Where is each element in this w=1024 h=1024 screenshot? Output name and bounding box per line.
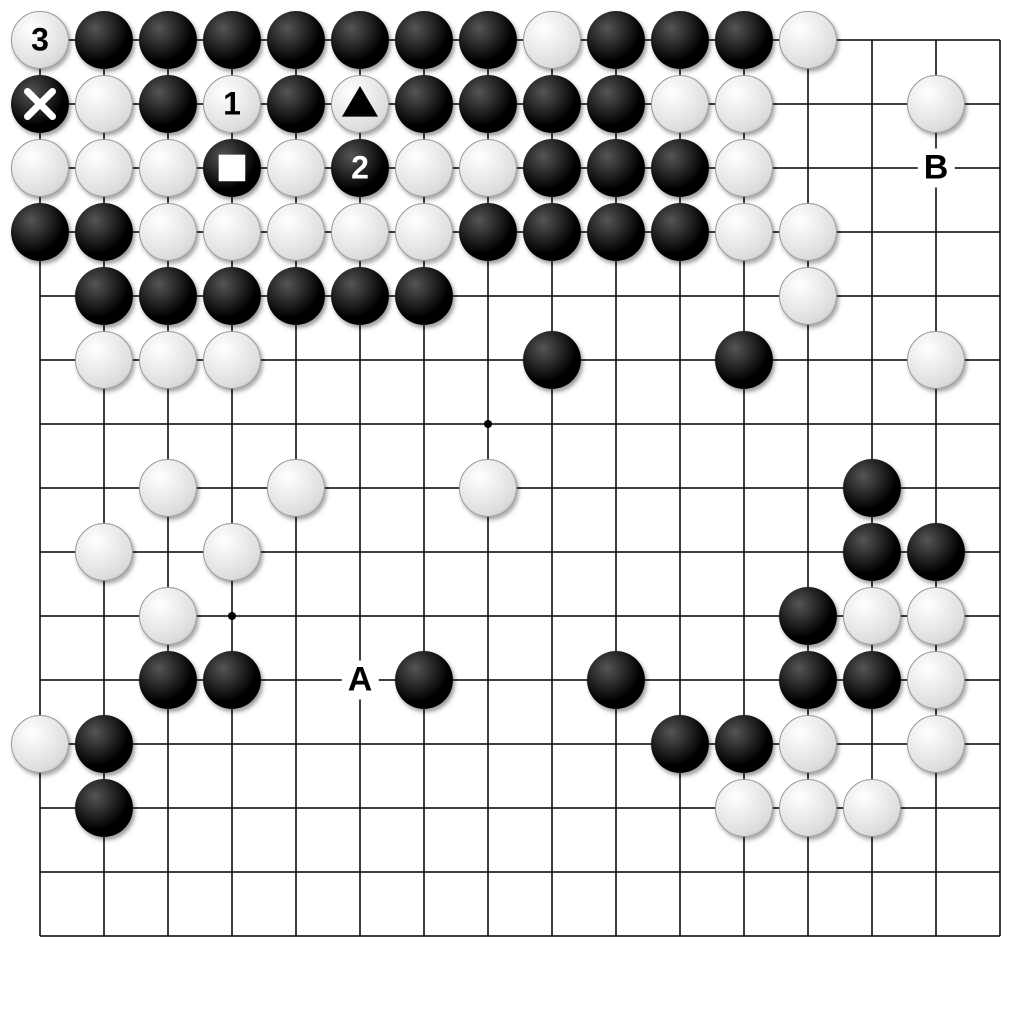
black-stone: [75, 715, 133, 773]
black-stone: [395, 267, 453, 325]
white-stone: [779, 11, 837, 69]
black-stone: [587, 203, 645, 261]
white-stone: [651, 75, 709, 133]
black-stone: [587, 139, 645, 197]
black-stone: [459, 203, 517, 261]
white-stone: [267, 139, 325, 197]
white-stone: [715, 75, 773, 133]
black-stone: [523, 331, 581, 389]
black-stone: [587, 651, 645, 709]
white-stone: [331, 203, 389, 261]
white-stone: [395, 139, 453, 197]
black-stone: [843, 459, 901, 517]
black-stone: [523, 75, 581, 133]
black-stone: [139, 75, 197, 133]
white-stone: [779, 779, 837, 837]
white-stone: [907, 651, 965, 709]
white-stone: [267, 459, 325, 517]
black-stone: [395, 75, 453, 133]
white-stone: [203, 75, 261, 133]
white-stone: [11, 11, 69, 69]
white-stone: [331, 75, 389, 133]
black-stone: [267, 75, 325, 133]
white-stone: [139, 331, 197, 389]
black-stone: [523, 139, 581, 197]
black-stone: [203, 11, 261, 69]
white-stone: [779, 203, 837, 261]
black-stone: [331, 11, 389, 69]
board-letter-label: B: [918, 149, 955, 188]
black-stone: [395, 651, 453, 709]
black-stone: [11, 75, 69, 133]
white-stone: [907, 715, 965, 773]
black-stone: [267, 11, 325, 69]
white-stone: [523, 11, 581, 69]
black-stone: [75, 203, 133, 261]
black-stone: [203, 139, 261, 197]
white-stone: [715, 779, 773, 837]
white-stone: [139, 203, 197, 261]
black-stone: [587, 11, 645, 69]
black-stone: [587, 75, 645, 133]
board-letter-label: A: [342, 661, 379, 700]
black-stone: [267, 267, 325, 325]
white-stone: [203, 331, 261, 389]
black-stone: [651, 11, 709, 69]
go-board: 312 BA: [0, 0, 1024, 1024]
black-stone: [75, 11, 133, 69]
black-stone: [11, 203, 69, 261]
black-stone: [75, 779, 133, 837]
white-stone: [203, 523, 261, 581]
black-stone: [843, 523, 901, 581]
black-stone: [75, 267, 133, 325]
black-stone: [715, 715, 773, 773]
white-stone: [75, 139, 133, 197]
white-stone: [715, 203, 773, 261]
black-stone: [651, 139, 709, 197]
black-stone: [715, 11, 773, 69]
black-stone: [203, 267, 261, 325]
white-stone: [715, 139, 773, 197]
black-stone: [203, 651, 261, 709]
black-stone: [779, 651, 837, 709]
black-stone: [715, 331, 773, 389]
black-stone: [395, 11, 453, 69]
black-stone: [779, 587, 837, 645]
white-stone: [395, 203, 453, 261]
black-stone: [331, 139, 389, 197]
white-stone: [203, 203, 261, 261]
black-stone: [651, 715, 709, 773]
white-stone: [75, 75, 133, 133]
white-stone: [907, 331, 965, 389]
black-stone: [139, 651, 197, 709]
white-stone: [843, 779, 901, 837]
white-stone: [779, 267, 837, 325]
white-stone: [459, 459, 517, 517]
black-stone: [523, 203, 581, 261]
black-stone: [139, 11, 197, 69]
white-stone: [11, 715, 69, 773]
black-stone: [907, 523, 965, 581]
white-stone: [75, 331, 133, 389]
white-stone: [267, 203, 325, 261]
white-stone: [843, 587, 901, 645]
black-stone: [459, 75, 517, 133]
white-stone: [139, 459, 197, 517]
black-stone: [331, 267, 389, 325]
white-stone: [907, 75, 965, 133]
white-stone: [907, 587, 965, 645]
black-stone: [651, 203, 709, 261]
white-stone: [75, 523, 133, 581]
black-stone: [843, 651, 901, 709]
white-stone: [139, 587, 197, 645]
white-stone: [779, 715, 837, 773]
white-stone: [139, 139, 197, 197]
white-stone: [11, 139, 69, 197]
white-stone: [459, 139, 517, 197]
black-stone: [459, 11, 517, 69]
black-stone: [139, 267, 197, 325]
